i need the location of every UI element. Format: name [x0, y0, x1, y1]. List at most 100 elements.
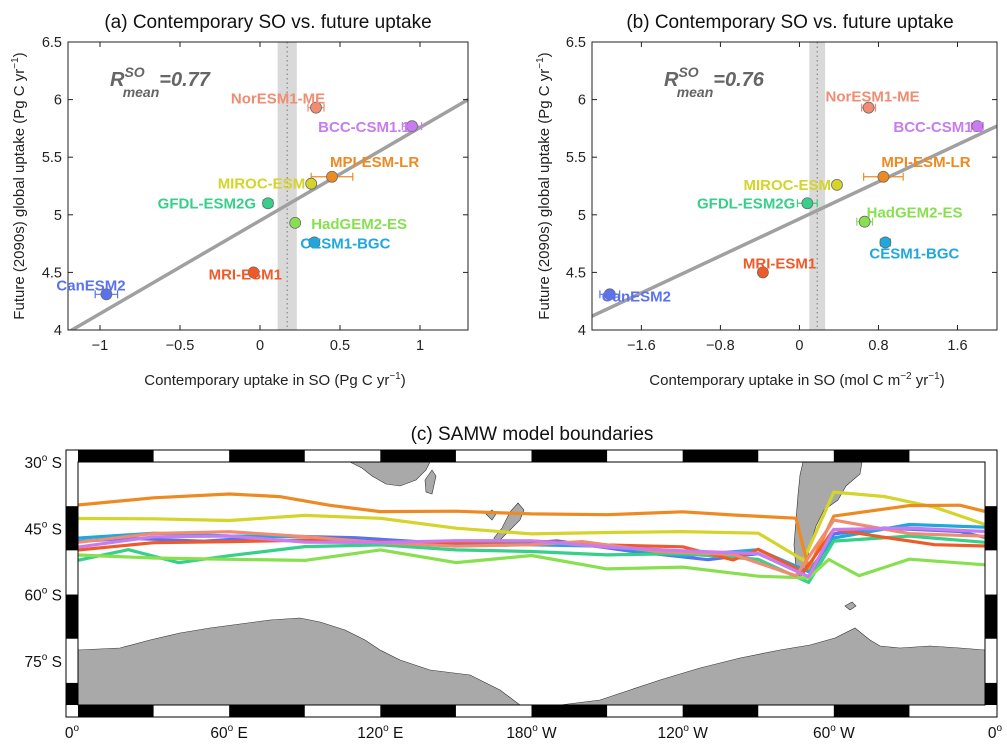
x-tick-label: 0.5 [330, 338, 350, 354]
frame-block-bottom [682, 705, 759, 717]
frame-block-top [531, 450, 608, 462]
x-tick-label: −1 [92, 338, 109, 354]
antarctica-landmass [78, 617, 985, 705]
frame-block-top [682, 450, 759, 462]
panel-b-ylabel: Future (2090s) global uptake (Pg C yr−1) [535, 52, 553, 319]
frame-block-left [66, 594, 78, 639]
y-tick-label: 6 [54, 93, 62, 109]
x-tick-label: 1 [416, 338, 424, 354]
map-lon-label: 120o E [357, 723, 403, 742]
label-cesm1-bgc: CESM1-BGC [869, 245, 959, 262]
y-tick-label: 5 [54, 208, 62, 224]
y-tick-label: 4 [54, 323, 62, 339]
map-lon-label: 180o W [506, 723, 557, 742]
map-lon-label: 0o [988, 723, 1003, 742]
y-tick-label: 6.5 [566, 35, 586, 51]
map-lon-label: 60o E [210, 723, 247, 742]
map-lat-label: 60o S [25, 586, 62, 605]
point-mri-esm1 [247, 266, 260, 279]
y-tick-label: 6 [578, 93, 586, 109]
antarctic-peninsula-islands [844, 601, 857, 611]
frame-block-right [985, 506, 997, 551]
x-tick-label: −0.8 [706, 338, 735, 354]
samw-line-5 [78, 490, 985, 562]
map-ticks: 0o 60o E 120o E 180o W 120o W 60o W 0o 30o S 45o… [25, 453, 1003, 742]
frame-block-left [66, 682, 78, 705]
map-lon-label: 0o [65, 723, 80, 742]
x-tick-label: −0.5 [166, 338, 195, 354]
panel-b-r-annotation: RSO mean=0.76 [664, 64, 765, 100]
frame-block-bottom [78, 705, 154, 717]
panel-b-model-labels: NorESM1-ME BCC-CSM1.1 MPI-ESM-LR MIROC-ESMG… [602, 89, 985, 306]
label-noresm1-me: NorESM1-ME [825, 89, 919, 106]
map-lon-label: 120o W [657, 723, 708, 742]
frame-block-right [985, 682, 997, 705]
label-hadgem2-es: HadGEM2-ES [867, 205, 963, 222]
panel-a-xlabel: Contemporary uptake in SO (Pg C yr−1) [144, 371, 406, 389]
y-tick-label: 4.5 [566, 265, 586, 281]
y-tick-label: 6.5 [42, 35, 62, 51]
samw-line-4 [78, 548, 985, 580]
frame-block-bottom [833, 705, 910, 717]
frame-block-top [380, 450, 456, 462]
map-lat-label: 30o S [25, 453, 62, 472]
samw-line-3 [78, 534, 985, 584]
y-tick-label: 5.5 [566, 150, 586, 166]
panel-a-model-labels: NorESM1-ME BCC-CSM1.1 MPI-ESM-LR MIROC-ESM G… [56, 91, 419, 295]
y-tick-label: 5.5 [42, 150, 62, 166]
samw-line-6 [78, 492, 985, 570]
label-miroc-esm: MIROC-ESM [743, 177, 831, 194]
map-lat-label: 75o S [25, 652, 62, 671]
point-noresm1-me [310, 101, 322, 114]
point-cesm1-bgc [879, 236, 892, 249]
map-frame [65, 449, 998, 718]
panel-a-ylabel: Future (2090s) global uptake (Pg C yr−1) [10, 52, 28, 319]
label-hadgem2-es: HadGEM2-ES [311, 216, 407, 233]
panel-c-map: (c) SAMW model boundaries 0o 60o E 120o E 1… [25, 424, 1003, 742]
label-canesm2: CanESM2 [56, 277, 125, 294]
x-tick-label: 0 [795, 338, 803, 354]
panel-a-frame [67, 41, 469, 331]
x-tick-label: 1.6 [947, 338, 967, 354]
frame-block-bottom [229, 705, 305, 717]
frame-block-left [66, 506, 78, 551]
point-bcc-csm1-1 [406, 120, 418, 132]
frame-block-top [833, 450, 910, 462]
y-tick-label: 4 [578, 323, 586, 339]
map-lon-label: 60o W [813, 723, 855, 742]
africa-landmass [349, 462, 431, 487]
x-tick-label: −1.6 [627, 338, 656, 354]
frame-block-bottom [380, 705, 456, 717]
samw-boundary-lines [78, 490, 985, 584]
point-canesm2 [100, 288, 113, 301]
frame-block-top [229, 450, 305, 462]
label-gfdl-esm2g: GFDL-ESM2G [158, 195, 256, 212]
regression-line [68, 98, 468, 330]
panel-a-r-annotation: RSO mean=0.77 [110, 64, 211, 100]
frame-block-bottom [531, 705, 608, 717]
panel-b-scatter: (b) Contemporary SO vs. future uptake −1… [535, 12, 998, 389]
regression-line [592, 124, 997, 318]
label-bcc-csm1-1: BCC-CSM1.1 [318, 119, 410, 136]
frame-block-top [78, 450, 154, 462]
point-hadgem2-es [289, 216, 302, 229]
point-miroc-esm [305, 177, 318, 190]
x-tick-label: 0 [256, 338, 264, 354]
point-mpi-esm-lr [877, 170, 890, 183]
panel-a-scatter: (a) Contemporary SO vs. future uptake −1… [10, 12, 469, 389]
y-tick-label: 4.5 [42, 265, 62, 281]
label-mri-esm1: MRI-ESM1 [209, 266, 282, 283]
point-cesm1-bgc [308, 236, 321, 249]
point-miroc-esm [831, 178, 843, 191]
point-noresm1-me [862, 101, 875, 114]
panel-b-title: (b) Contemporary SO vs. future uptake [626, 12, 953, 33]
x-tick-label: 0.8 [868, 338, 888, 354]
label-mpi-esm-lr: MPI-ESM-LR [881, 154, 970, 171]
point-mri-esm1 [756, 266, 769, 279]
point-hadgem2-es [858, 215, 871, 228]
label-mri-esm1: MRI-ESM1 [743, 255, 816, 272]
frame-block-right [985, 594, 997, 639]
point-bcc-csm1-1 [971, 120, 984, 132]
point-gfdl-esm2g [801, 197, 814, 210]
